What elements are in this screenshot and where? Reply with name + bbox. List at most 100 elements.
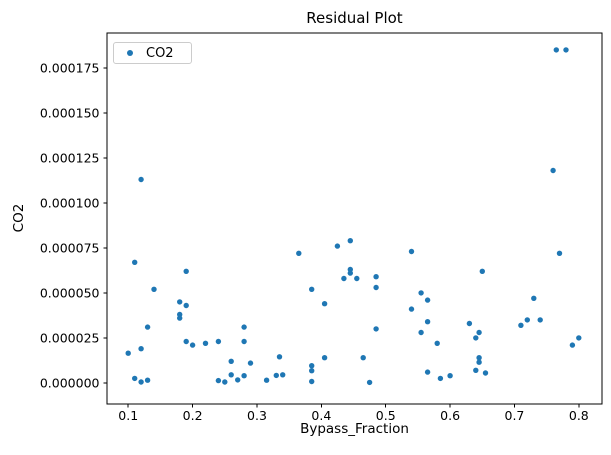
legend: CO2 [113,42,192,64]
scatter-point [228,372,234,378]
scatter-point [569,342,576,348]
scatter-point [321,355,328,361]
y-tick-label: 0.000150 [40,105,100,120]
scatter-point [424,319,431,325]
scatter-point [408,248,415,255]
scatter-point [434,340,440,346]
scatter-point [189,342,196,348]
scatter-point [360,355,366,361]
scatter-point [476,359,482,365]
y-tick-label: 0.000050 [40,285,100,300]
scatter-point [177,299,183,305]
scatter-point [341,275,347,282]
y-tick-label: 0.000075 [40,240,100,255]
scatter-point [466,320,473,327]
scatter-point [132,259,138,265]
scatter-point [537,317,543,323]
scatter-point [550,167,556,174]
scatter-point [247,360,254,366]
scatter-point [424,297,431,303]
scatter-point [476,355,482,361]
x-tick-label: 0.8 [569,408,589,423]
x-tick-label: 0.3 [247,408,267,423]
y-tick-label: 0.000175 [40,60,100,75]
scatter-point [418,290,424,296]
chart-title: Residual Plot [306,9,403,27]
scatter-point [309,378,315,385]
scatter-point [553,47,559,53]
scatter-point [309,363,315,369]
scatter-point [296,250,302,256]
scatter-point [347,238,353,244]
y-tick-label: 0.000000 [40,375,100,390]
scatter-point [334,243,341,249]
scatter-point [576,335,582,341]
scatter-point [321,301,328,307]
scatter-point [373,274,379,280]
scatter-point [531,295,537,301]
scatter-point [202,340,209,346]
scatter-point [138,379,144,385]
scatter-point [482,370,489,376]
axes-frame [106,32,603,405]
scatter-point [437,375,444,382]
scatter-point [309,368,315,374]
scatter-point [241,373,247,379]
x-tick-label: 0.4 [311,408,331,423]
scatter-point [373,284,379,291]
x-tick-label: 0.6 [440,408,460,423]
scatter-point [373,326,379,332]
scatter-point [235,377,241,383]
scatter-point [183,302,189,309]
scatter-point [473,367,479,373]
scatter-point [138,176,144,183]
scatter-point [144,377,151,383]
y-tick-label: 0.000025 [40,330,100,345]
scatter-point [280,372,286,378]
x-tick-label: 0.7 [505,408,525,423]
scatter-point [347,270,353,276]
scatter-point [138,346,144,352]
scatter-point [241,324,247,330]
scatter-point [276,354,283,360]
scatter-point [518,322,524,328]
scatter-point [354,275,360,282]
scatter-point [366,379,373,386]
x-tick-label: 0.1 [118,408,138,423]
legend-label: CO2 [146,45,174,61]
scatter-point [183,268,189,274]
scatter-point [228,358,234,364]
scatter-point [524,317,530,323]
legend-marker-icon [127,50,133,56]
scatter-point [479,268,485,274]
x-tick-label: 0.2 [183,408,203,423]
scatter-point [183,338,189,345]
scatter-point [408,306,415,312]
y-tick-label: 0.000125 [40,150,100,165]
scatter-point [473,335,479,341]
scatter-point [144,324,151,330]
scatter-point [125,350,131,356]
scatter-point [263,377,270,383]
x-axis-label: Bypass_Fraction [300,421,409,437]
scatter-point [556,250,563,256]
scatter-point [177,315,183,321]
scatter-point [418,329,424,336]
scatter-point [132,375,138,382]
y-tick-label: 0.000100 [40,195,100,210]
scatter-point [424,369,431,375]
scatter-point [151,286,157,292]
scatter-point [222,379,228,385]
x-tick-label: 0.5 [376,408,396,423]
scatter-point [215,338,222,345]
scatter-point [309,286,315,292]
scatter-point [476,329,482,336]
y-axis-label: CO2 [11,203,27,233]
scatter-point [273,372,279,379]
scatter-point [241,338,247,345]
scatter-point [215,377,222,384]
scatter-point [447,373,453,379]
scatter-point [563,47,569,53]
